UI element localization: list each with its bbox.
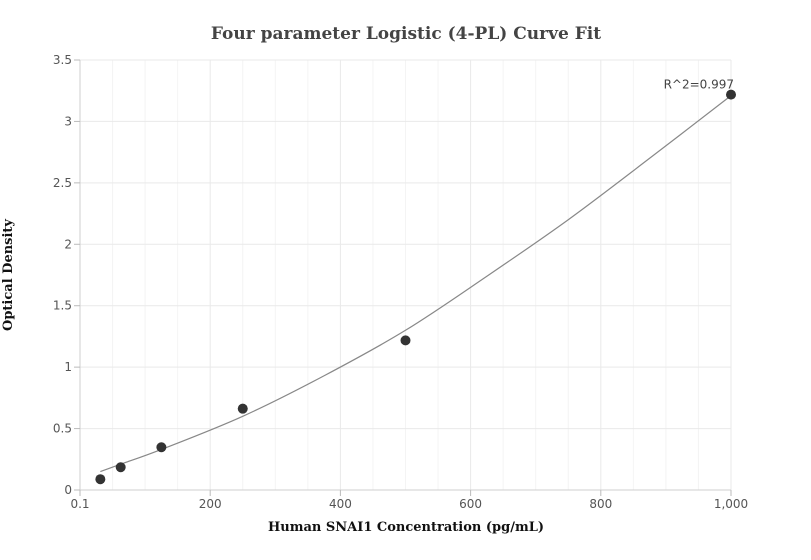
y-tick-label: 1.5 bbox=[53, 299, 72, 313]
y-tick-label: 2.5 bbox=[53, 176, 72, 190]
y-tick-label: 0.5 bbox=[53, 422, 72, 436]
x-tick-label: 600 bbox=[459, 497, 482, 511]
x-axis-ticks: 0.1 200 400 600 800 1,000 bbox=[70, 490, 748, 511]
data-point[interactable] bbox=[115, 462, 126, 473]
axes bbox=[79, 60, 731, 491]
x-tick-label: 800 bbox=[589, 497, 612, 511]
x-axis-title: Human SNAI1 Concentration (pg/mL) bbox=[268, 520, 544, 535]
grid bbox=[79, 59, 732, 491]
y-tick-label: 3 bbox=[64, 114, 72, 128]
r-squared-annotation: R^2=0.997 bbox=[664, 78, 734, 92]
chart-title: Four parameter Logistic (4-PL) Curve Fit bbox=[211, 24, 601, 44]
fit-curve-group bbox=[100, 95, 732, 473]
data-point[interactable] bbox=[95, 474, 106, 485]
y-axis-title: Optical Density bbox=[1, 219, 16, 331]
data-points bbox=[95, 89, 736, 485]
y-tick-label: 0 bbox=[64, 483, 72, 497]
y-axis-ticks: 0 0.5 1 1.5 2 2.5 3 3.5 bbox=[53, 53, 80, 497]
data-point[interactable] bbox=[237, 403, 248, 414]
annotations: R^2=0.997 bbox=[664, 78, 734, 92]
data-point[interactable] bbox=[726, 89, 736, 100]
x-tick-label: 400 bbox=[329, 497, 352, 511]
x-tick-label: 1,000 bbox=[714, 497, 748, 511]
x-tick-label: 200 bbox=[199, 497, 222, 511]
fit-curve bbox=[100, 95, 732, 473]
y-tick-label: 2 bbox=[64, 237, 72, 251]
y-tick-label: 1 bbox=[64, 360, 72, 374]
x-tick-label: 0.1 bbox=[70, 497, 89, 511]
data-point[interactable] bbox=[400, 335, 411, 346]
y-tick-label: 3.5 bbox=[53, 53, 72, 67]
data-point[interactable] bbox=[156, 442, 167, 453]
